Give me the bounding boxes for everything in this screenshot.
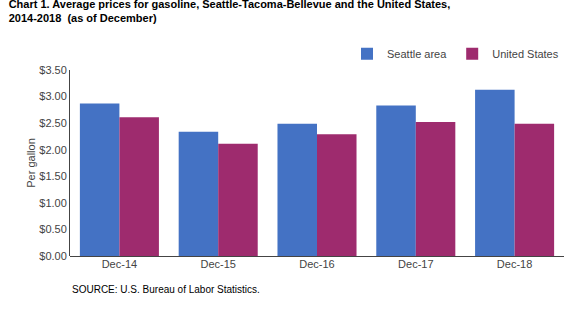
svg-text:Dec-18: Dec-18: [497, 258, 532, 270]
svg-text:$0.00: $0.00: [39, 250, 67, 262]
svg-text:$1.50: $1.50: [39, 170, 67, 182]
svg-text:$3.50: $3.50: [39, 64, 67, 76]
svg-text:Dec-14: Dec-14: [102, 258, 137, 270]
svg-text:SOURCE: U.S. Bureau of Labor S: SOURCE: U.S. Bureau of Labor Statistics.: [72, 284, 260, 295]
svg-text:Per gallon: Per gallon: [25, 138, 37, 188]
svg-text:Dec-16: Dec-16: [299, 258, 334, 270]
svg-text:$2.00: $2.00: [39, 144, 67, 156]
svg-text:Seattle area: Seattle area: [387, 48, 447, 60]
svg-text:Chart 1. Average prices for ga: Chart 1. Average prices for gasoline, Se…: [9, 0, 451, 24]
svg-text:United States: United States: [492, 48, 559, 60]
svg-text:Dec-15: Dec-15: [200, 258, 235, 270]
svg-text:$2.50: $2.50: [39, 117, 67, 129]
svg-text:$3.00: $3.00: [39, 90, 67, 102]
svg-text:$0.50: $0.50: [39, 223, 67, 235]
svg-text:Dec-17: Dec-17: [398, 258, 433, 270]
svg-text:$1.00: $1.00: [39, 197, 67, 209]
